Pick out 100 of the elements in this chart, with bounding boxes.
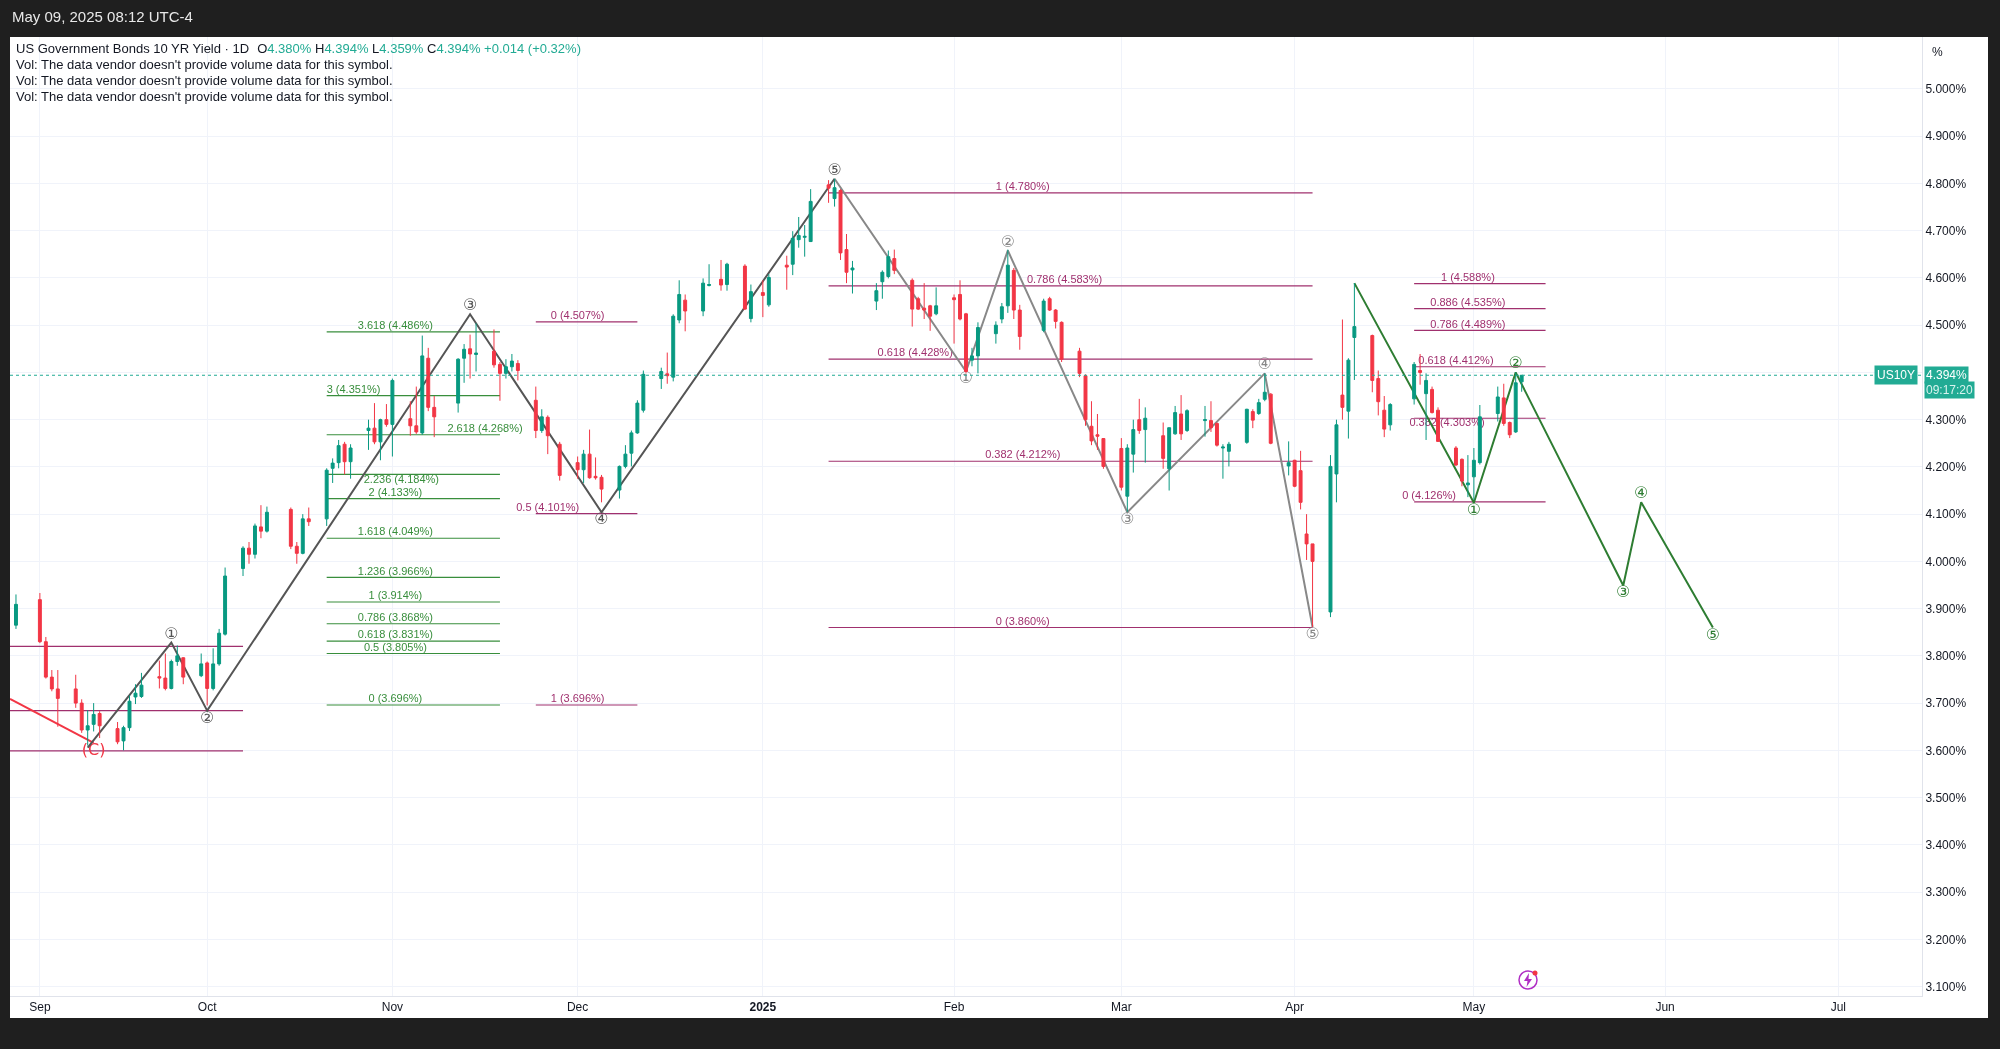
series-label: 1 (4.588%) (1440, 270, 1495, 283)
candlestick (1185, 408, 1190, 433)
x-tick-label: May (1462, 1000, 1486, 1015)
candlestick (300, 513, 305, 555)
candlestick (874, 282, 879, 311)
candlestick (1209, 400, 1213, 433)
series-label: 1 (3.914%) (368, 589, 423, 602)
candlestick (306, 507, 311, 527)
series-label: 1 (3.696%) (550, 692, 605, 705)
candlestick (665, 352, 670, 385)
candlestick (49, 669, 54, 692)
candlestick (892, 249, 897, 275)
series-label: 0 (3.696%) (368, 692, 423, 705)
candlestick (1340, 319, 1345, 421)
candlestick (390, 378, 395, 457)
candlestick (790, 230, 795, 276)
y-tick-label: 3.300% (1925, 885, 1967, 900)
series-label: 2.236 (4.184%) (363, 472, 439, 485)
series-label: 0.786 (4.583%) (1026, 273, 1103, 286)
candlestick (1412, 361, 1417, 406)
y-tick-label: 3.900% (1925, 601, 1967, 616)
candlestick (999, 302, 1004, 324)
candlestick (79, 698, 84, 734)
candlestick (1346, 357, 1351, 440)
candlestick (384, 403, 389, 428)
data-label: ④ (1257, 354, 1272, 374)
data-label: ③ (1120, 509, 1135, 529)
candlestick (1119, 437, 1124, 492)
candlestick (1131, 419, 1136, 474)
y-tick-label: 3.700% (1925, 696, 1967, 711)
candlestick (73, 674, 78, 709)
x-tick-label: Dec (566, 1000, 589, 1015)
y-tick-label: 4.100% (1925, 507, 1967, 522)
candlestick (1214, 421, 1219, 448)
y-tick-label: 4.000% (1925, 554, 1967, 569)
y-tick-label: 4.800% (1925, 176, 1967, 191)
candlestick (336, 439, 341, 469)
candlestick (707, 263, 712, 287)
candlestick (1501, 383, 1506, 427)
candlestick (1513, 371, 1518, 434)
candlestick (1017, 304, 1022, 351)
y-tick-label: 4.700% (1925, 223, 1967, 238)
candlestick (169, 659, 174, 690)
candlestick (1005, 249, 1010, 314)
series-label: 3 (4.351%) (326, 382, 381, 395)
candlestick (223, 567, 228, 637)
y-tick-label: 3.600% (1925, 743, 1967, 758)
candlestick (928, 304, 933, 332)
candlestick (922, 282, 927, 320)
candlestick (462, 343, 467, 384)
candlestick (426, 347, 431, 412)
candlestick (683, 293, 688, 332)
x-tick-label: Sep (29, 1000, 51, 1015)
candlestick (677, 279, 682, 324)
series-label: 1.618 (4.049%) (357, 525, 433, 538)
candlestick (1453, 445, 1458, 467)
y-tick-label: 3.500% (1925, 790, 1967, 805)
candlestick (247, 541, 251, 565)
candlestick (91, 702, 96, 732)
candlestick (1143, 406, 1148, 464)
data-label: ① (164, 623, 179, 643)
candlestick (264, 506, 269, 534)
series-label: 0 (3.860%) (995, 614, 1050, 627)
candlestick (1376, 370, 1381, 416)
candlestick (916, 296, 921, 311)
candlestick (581, 449, 586, 484)
candlestick (557, 441, 562, 482)
candlestick (545, 414, 550, 455)
x-tick-label: 2025 (749, 1000, 777, 1015)
ref-line-label: US10Y (1877, 368, 1916, 382)
y-tick-label: 3.100% (1925, 979, 1967, 994)
candlestick (701, 277, 706, 317)
candlestick (1388, 402, 1393, 432)
candlestick (886, 250, 891, 279)
text: 4.394% (1926, 368, 1968, 382)
candlestick (910, 277, 915, 328)
candlestick (378, 418, 383, 461)
candlestick (1352, 282, 1357, 381)
candlestick (958, 279, 962, 321)
candlestick (408, 400, 413, 437)
series-label: 2 (4.133%) (368, 485, 423, 498)
candlestick (970, 347, 974, 367)
data-label: ④ (1634, 483, 1649, 503)
candlestick (1382, 395, 1387, 438)
y-tick-label: 4.300% (1925, 412, 1967, 427)
series-label: 0.618 (3.831%) (357, 628, 433, 641)
y-tick-label: 3.200% (1925, 932, 1967, 947)
candlestick (253, 523, 257, 560)
candlestick (97, 710, 102, 739)
series-label: 2.618 (4.268%) (447, 422, 523, 435)
candlestick (330, 457, 335, 484)
candlestick (420, 335, 425, 436)
series-label: 1 (4.780%) (995, 180, 1050, 193)
candlestick (1268, 392, 1273, 445)
data-label: ③ (462, 295, 478, 315)
candlestick (1256, 398, 1261, 416)
candlestick (163, 653, 168, 691)
annotation: Vol: The data vendor doesn't provide volume data for this symbol. (16, 73, 394, 89)
candlestick (1430, 386, 1435, 415)
candlestick (766, 273, 771, 308)
